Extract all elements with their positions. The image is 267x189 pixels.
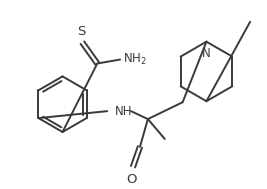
Text: NH$_2$: NH$_2$	[123, 52, 147, 67]
Text: N: N	[202, 47, 211, 60]
Text: O: O	[126, 173, 136, 186]
Text: NH: NH	[115, 105, 133, 118]
Text: S: S	[77, 25, 86, 38]
